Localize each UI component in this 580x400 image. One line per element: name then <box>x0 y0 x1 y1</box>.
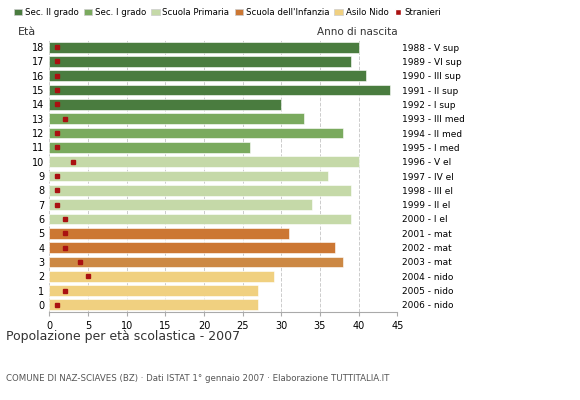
Bar <box>49 228 289 239</box>
Bar <box>49 256 343 267</box>
Bar <box>49 42 358 52</box>
Bar <box>49 285 258 296</box>
Text: Anno di nascita: Anno di nascita <box>317 27 397 37</box>
Bar <box>49 70 367 81</box>
Bar <box>49 128 343 138</box>
Bar <box>49 171 328 181</box>
Bar <box>49 214 351 224</box>
Text: Età: Età <box>18 27 36 37</box>
Bar <box>49 113 304 124</box>
Bar <box>49 199 312 210</box>
Bar <box>49 271 274 282</box>
Bar <box>49 156 358 167</box>
Bar <box>49 300 258 310</box>
Text: COMUNE DI NAZ-SCIAVES (BZ) · Dati ISTAT 1° gennaio 2007 · Elaborazione TUTTITALI: COMUNE DI NAZ-SCIAVES (BZ) · Dati ISTAT … <box>6 374 389 383</box>
Bar <box>49 99 281 110</box>
Legend: Sec. II grado, Sec. I grado, Scuola Primaria, Scuola dell'Infanzia, Asilo Nido, : Sec. II grado, Sec. I grado, Scuola Prim… <box>10 4 445 20</box>
Bar <box>49 142 251 153</box>
Bar <box>49 85 390 96</box>
Text: Popolazione per età scolastica - 2007: Popolazione per età scolastica - 2007 <box>6 330 240 343</box>
Bar <box>49 56 351 67</box>
Bar <box>49 242 335 253</box>
Bar <box>49 185 351 196</box>
